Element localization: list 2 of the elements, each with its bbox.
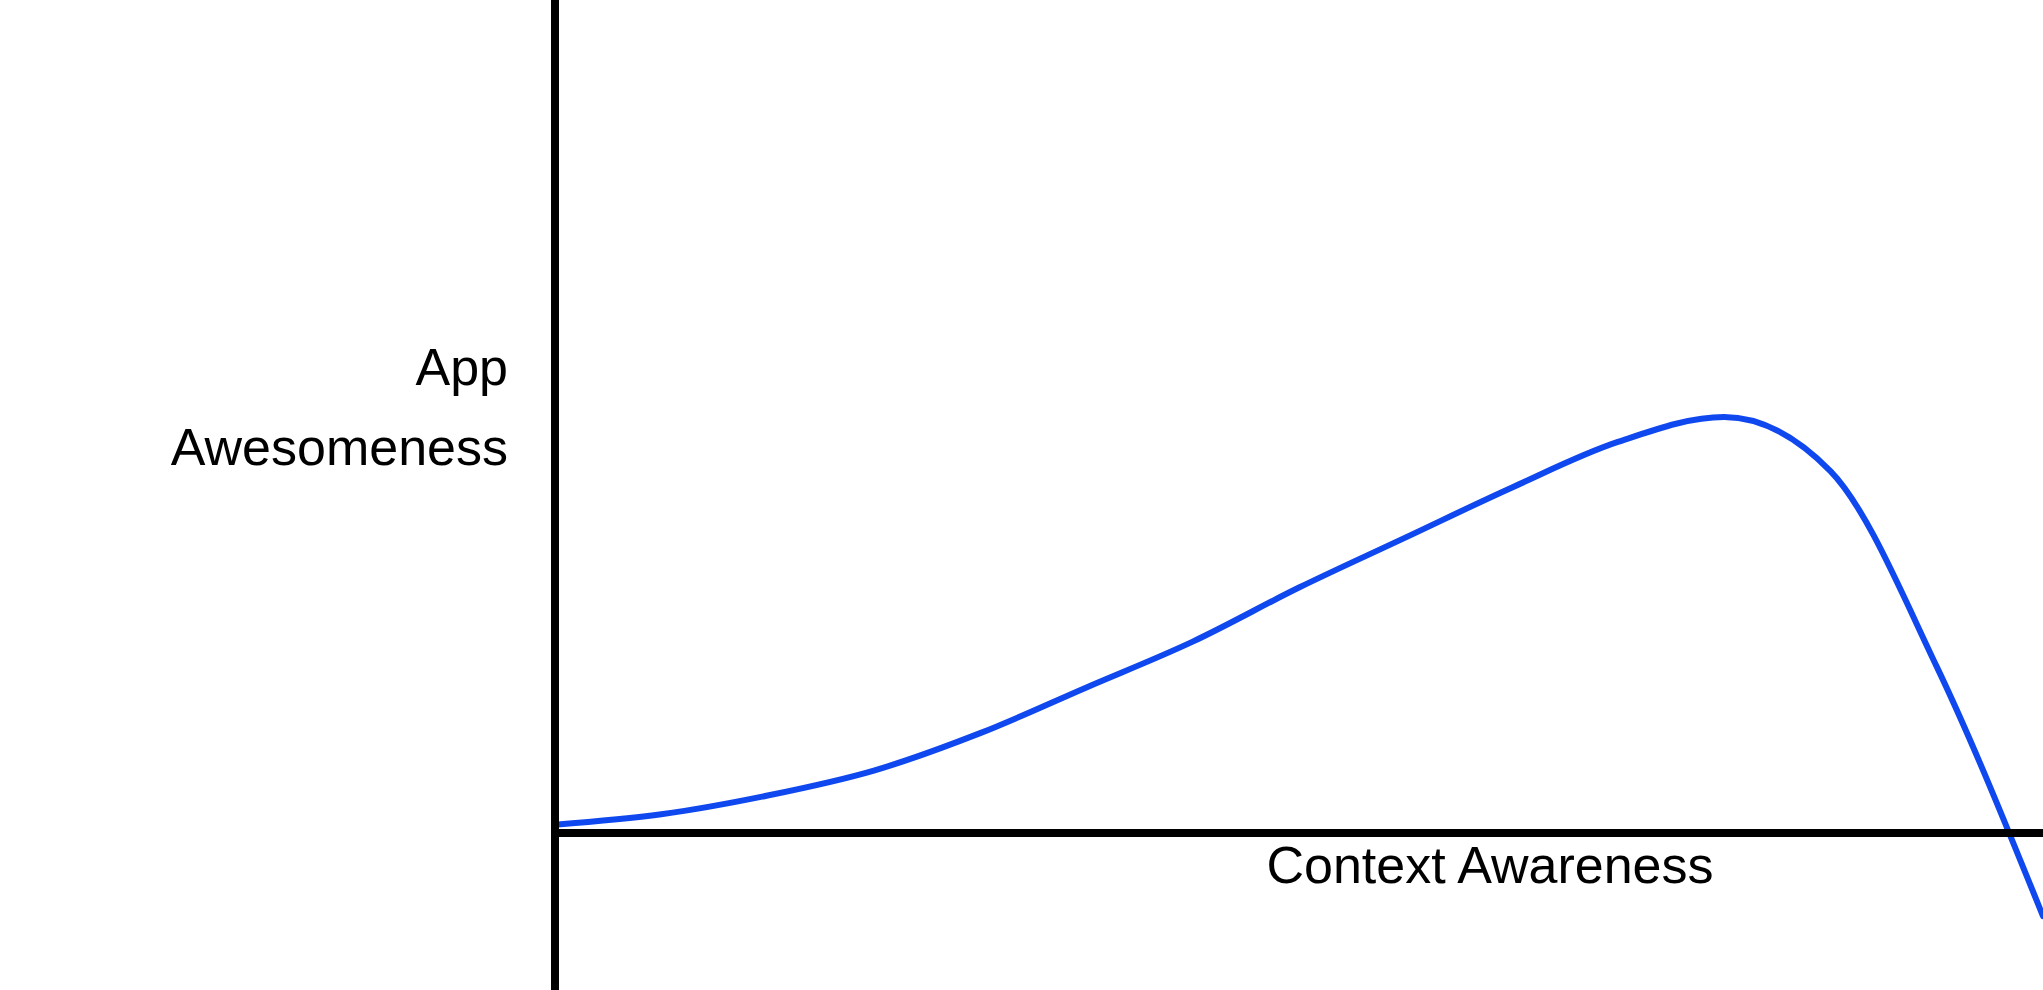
y-axis-title: App Awesomeness xyxy=(170,338,508,476)
x-axis-title: Context Awareness xyxy=(1266,836,1714,894)
